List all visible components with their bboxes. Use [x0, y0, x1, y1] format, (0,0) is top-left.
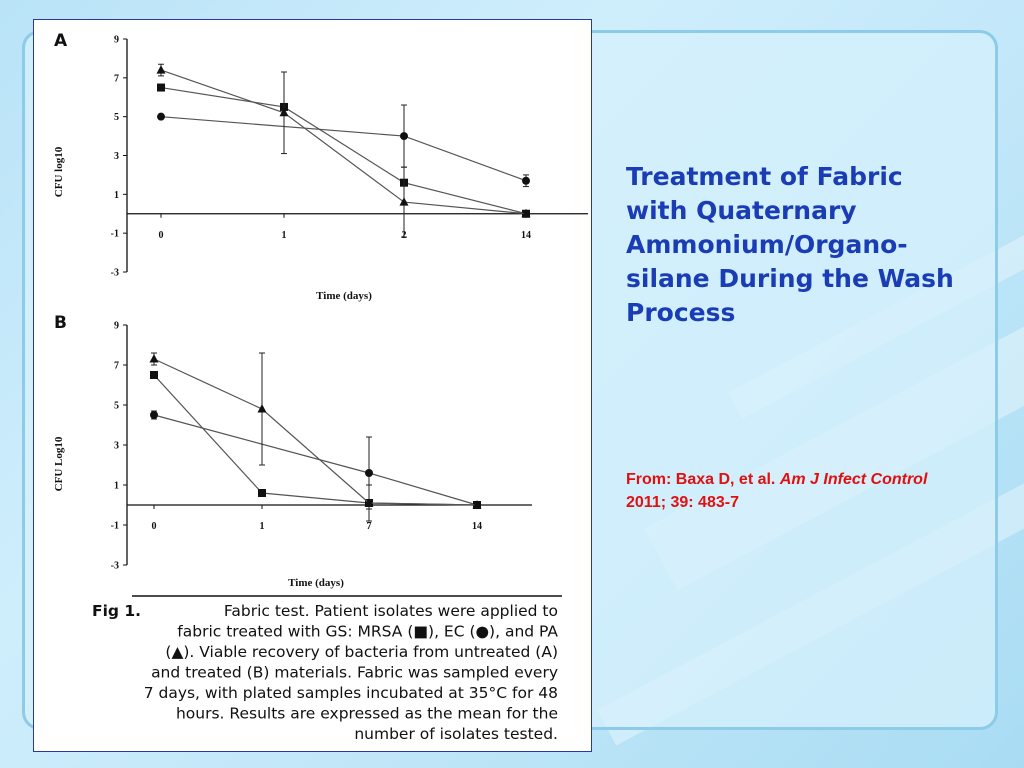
- caption-line: hours. Results are expressed as the mean…: [176, 705, 558, 723]
- caption-line: Fabric test. Patient isolates were appli…: [224, 602, 558, 620]
- citation-details: 2011; 39: 483-7: [626, 494, 739, 511]
- panel-a-point-pa: [156, 65, 166, 74]
- panel-b-letter: B: [54, 313, 67, 333]
- panel-b-x-tick-label: 1: [260, 521, 265, 532]
- panel-a-letter: A: [54, 31, 68, 51]
- figure-image: A CFU log10 Time (days) -3-11357901214 B…: [33, 19, 592, 752]
- panel-b-point-pa: [149, 354, 159, 363]
- panel-b-point-ec: [150, 411, 158, 419]
- citation-journal: Am J Infect Control: [779, 471, 928, 488]
- panel-a-x-tick-label: 1: [282, 230, 287, 241]
- panel-b-xlabel: Time (days): [288, 577, 344, 589]
- panel-a-ylabel: CFU log10: [53, 146, 65, 197]
- panel-a-point-ec: [522, 176, 530, 185]
- panel-b-point-ec: [365, 469, 373, 477]
- panel-b-y-tick-label: 3: [114, 441, 119, 452]
- panel-b-y-tick-label: 5: [114, 401, 119, 412]
- panel-b-series-line-ec: [153, 414, 478, 506]
- figure-svg: A CFU log10 Time (days) -3-11357901214 B…: [53, 31, 588, 743]
- panel-b-y-tick-label: 1: [114, 481, 119, 492]
- panel-b-ylabel: CFU Log10: [53, 436, 65, 491]
- panel-b-point-mrsa: [150, 371, 158, 379]
- panel-a-y-tick-label: 9: [114, 35, 119, 46]
- figure-caption: Fig 1. Fabric test. Patient isolates wer…: [92, 602, 558, 743]
- panel-a-series-line-pa: [160, 69, 527, 215]
- panel-b-y-tick-label: -3: [111, 561, 119, 572]
- panel-a-point-pa: [399, 197, 409, 206]
- panel-a-point-pa: [521, 208, 531, 218]
- panel-a-y-tick-label: 5: [114, 112, 119, 123]
- panel-a-x-tick-label: 0: [159, 230, 164, 241]
- panel-a-point-pa: [279, 107, 289, 117]
- panel-a-point-ec: [157, 112, 165, 121]
- caption-label: Fig 1.: [92, 602, 141, 620]
- caption-line: fabric treated with GS: MRSA (■), EC (●)…: [177, 623, 558, 641]
- chart-panel-a: A CFU log10 Time (days) -3-11357901214: [53, 31, 588, 302]
- panel-b-series-line-pa: [153, 358, 478, 506]
- panel-a-y-tick-label: 1: [114, 190, 119, 201]
- citation: From: Baxa D, et al. Am J Infect Control…: [626, 468, 956, 514]
- chart-panel-b: B CFU Log10 Time (days) -3 -1 1 3 5 7 9 0 1 7 14: [53, 313, 532, 589]
- panel-a-series-line-ec: [160, 116, 527, 182]
- panel-a-x-tick-label: 14: [521, 230, 531, 241]
- panel-b-y-tick-label: -1: [111, 521, 119, 532]
- caption-line: (▲). Viable recovery of bacteria from un…: [165, 643, 558, 661]
- panel-a-series-line-mrsa: [160, 86, 527, 215]
- panel-b-x-tick-label: 14: [472, 521, 482, 532]
- panel-b-point-mrsa: [258, 489, 266, 497]
- panel-a-plot: -3-11357901214: [111, 35, 588, 279]
- panel-b-series-line-mrsa: [153, 374, 478, 506]
- panel-b-plot: -3 -1 1 3 5 7 9 0 1 7 14: [111, 321, 532, 572]
- panel-b-point-pa: [364, 498, 374, 507]
- slide-title: Treatment of Fabric with Quaternary Ammo…: [626, 162, 954, 327]
- panel-b-point-pa: [257, 404, 267, 413]
- panel-a-y-tick-label: 7: [114, 73, 119, 84]
- caption-line: number of isolates tested.: [354, 725, 558, 743]
- citation-prefix: From: Baxa D, et al.: [626, 471, 780, 488]
- panel-a-point-mrsa: [157, 83, 165, 92]
- caption-line: and treated (B) materials. Fabric was sa…: [151, 664, 558, 682]
- panel-a-xlabel: Time (days): [316, 290, 372, 302]
- panel-b-x-tick-label: 7: [367, 521, 372, 532]
- panel-b-y-tick-label: 9: [114, 321, 119, 332]
- panel-b-y-tick-label: 7: [114, 361, 119, 372]
- caption-line: 7 days, with plated samples incubated at…: [144, 684, 558, 702]
- panel-b-x-tick-label: 0: [152, 521, 157, 532]
- panel-a-y-tick-label: -1: [111, 229, 119, 240]
- panel-a-y-tick-label: -3: [111, 268, 119, 279]
- panel-a-y-tick-label: 3: [114, 151, 119, 162]
- panel-b-point-pa: [472, 500, 482, 509]
- panel-a-point-ec: [400, 132, 408, 141]
